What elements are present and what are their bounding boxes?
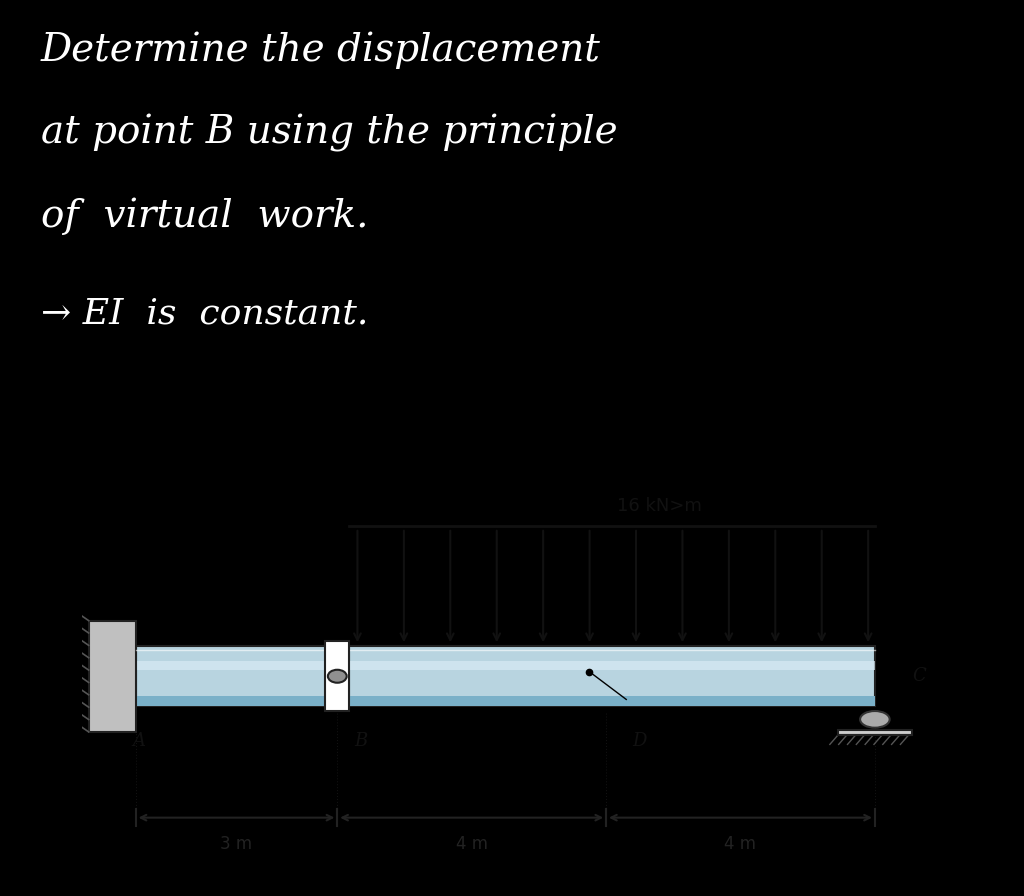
Text: C: C: [911, 668, 926, 685]
Bar: [89, 621, 135, 732]
Bar: [838, 729, 911, 735]
Text: B: B: [354, 732, 368, 750]
Circle shape: [328, 669, 347, 683]
Text: 3 m: 3 m: [220, 835, 253, 853]
Text: 4 m: 4 m: [725, 835, 757, 853]
Ellipse shape: [860, 711, 890, 728]
Text: at point B using the principle: at point B using the principle: [41, 114, 617, 152]
Bar: [349, 695, 874, 706]
Bar: [135, 661, 328, 670]
Text: 16 kN>m: 16 kN>m: [617, 497, 702, 515]
Bar: [326, 642, 349, 711]
Bar: [349, 661, 874, 670]
Text: D: D: [633, 732, 647, 750]
Text: Determine the displacement: Determine the displacement: [41, 31, 601, 69]
Text: of  virtual  work.: of virtual work.: [41, 197, 369, 235]
Text: A: A: [132, 732, 145, 750]
Text: → EI  is  constant.: → EI is constant.: [41, 297, 369, 331]
Bar: [349, 646, 874, 706]
Bar: [135, 695, 328, 706]
Text: 4 m: 4 m: [456, 835, 487, 853]
Bar: [135, 646, 328, 706]
